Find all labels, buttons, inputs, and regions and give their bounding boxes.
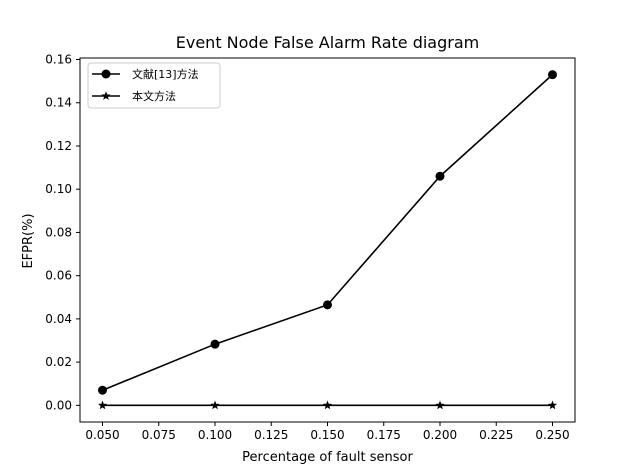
x-tick-label: 0.200 xyxy=(423,428,457,442)
series-2-point xyxy=(97,400,108,410)
series-1-point xyxy=(323,300,332,310)
series-1-point xyxy=(98,385,107,395)
legend-marker xyxy=(101,69,111,79)
series-2-point xyxy=(210,400,220,410)
y-tick-label: 0.14 xyxy=(45,96,72,110)
x-tick-label: 0.075 xyxy=(142,428,176,442)
plot-area: 0.050 0.075 0.100 0.125 0.150 0.175 0.200 0.225… xyxy=(45,53,576,442)
series-2-point xyxy=(547,400,558,410)
y-tick-label: 0.02 xyxy=(45,355,72,369)
y-tick-label: 0.00 xyxy=(45,398,72,412)
legend-label: 文献[13]方法 xyxy=(132,67,199,81)
y-tick-label: 0.06 xyxy=(45,269,72,283)
y-tick-label: 0.04 xyxy=(45,312,72,326)
series-1-point xyxy=(210,339,220,349)
legend-box xyxy=(87,62,221,109)
y-tick-label: 0.16 xyxy=(45,53,72,67)
x-axis-label: Percentage of fault sensor xyxy=(242,450,413,465)
y-tick-label: 0.08 xyxy=(45,225,72,239)
series-1-line xyxy=(102,74,554,391)
series-1-point xyxy=(435,171,445,181)
series-2-point xyxy=(322,400,333,410)
x-tick-label: 0.225 xyxy=(479,428,513,442)
chart-title: Event Node False Alarm Rate diagram xyxy=(176,33,479,52)
legend-label: 本文方法 xyxy=(132,89,176,103)
x-tick-label: 0.150 xyxy=(310,428,344,442)
series-1-point xyxy=(548,70,557,80)
legend-marker xyxy=(101,91,111,100)
x-tick-label: 0.250 xyxy=(535,428,569,442)
axes-frame xyxy=(79,57,576,423)
x-tick-label: 0.125 xyxy=(254,428,288,442)
x-tick-label: 0.050 xyxy=(85,428,119,442)
x-tick-label: 0.100 xyxy=(198,428,232,442)
x-tick-label: 0.175 xyxy=(367,428,401,442)
y-axis-label: EFPR(%) xyxy=(21,213,36,268)
y-tick-label: 0.12 xyxy=(45,139,72,153)
series-2-point xyxy=(435,400,445,410)
y-tick-label: 0.10 xyxy=(45,182,72,196)
